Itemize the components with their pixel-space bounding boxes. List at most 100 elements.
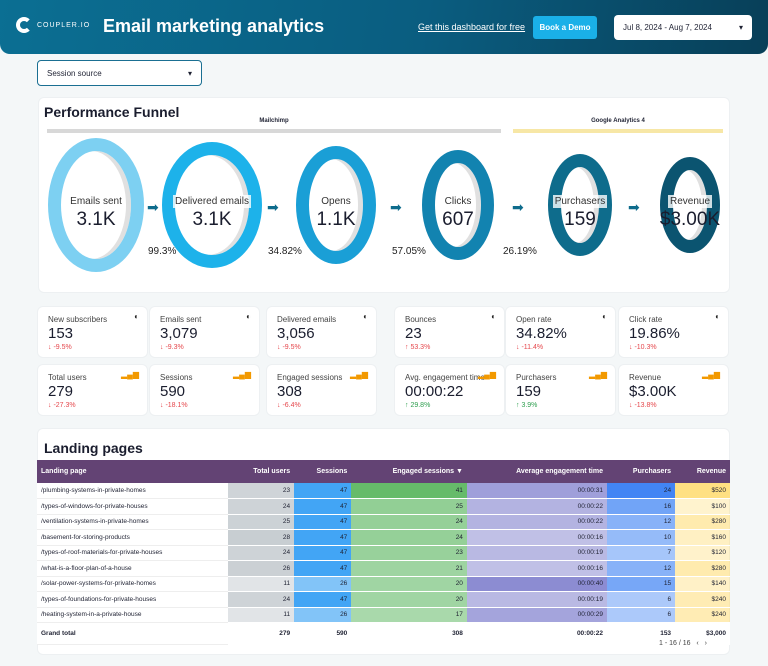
funnel-stage-value: 3.1K bbox=[76, 209, 116, 230]
google-analytics-icon: ▂▄▆ bbox=[233, 370, 251, 379]
table-cell: 47 bbox=[294, 560, 352, 577]
kpi-delta-value: 53.3% bbox=[410, 344, 431, 351]
table-cell: 00:00:40 bbox=[466, 576, 607, 592]
kpi-value: 279 bbox=[48, 383, 74, 400]
table-cell: /types-of-foundations-for-private-houses bbox=[37, 591, 228, 608]
ga4-label: Google Analytics 4 bbox=[591, 118, 645, 124]
arrow-down-icon: ↓ bbox=[48, 344, 54, 351]
table-cell: 24 bbox=[227, 545, 295, 561]
kpi-delta: ↓ -18.1% bbox=[160, 402, 249, 409]
table-cell: 10 bbox=[606, 529, 676, 546]
kpi-value: 308 bbox=[277, 383, 303, 400]
table-row[interactable]: /what-is-a-floor-plan-of-a-house 26 47 21 00… bbox=[37, 560, 730, 577]
ga4-bar bbox=[513, 129, 723, 133]
kpi-value: 34.82% bbox=[516, 325, 567, 342]
table-row[interactable]: /heating-system-in-a-private-house 11 26 17… bbox=[37, 607, 730, 623]
table-cell: 47 bbox=[294, 529, 352, 546]
table-cell: 47 bbox=[294, 591, 352, 608]
next-page-button[interactable]: › bbox=[704, 640, 707, 647]
table-row[interactable]: /plumbing-systems-in-private-homes 23 47 41… bbox=[37, 483, 730, 499]
funnel-stage-value: 159 bbox=[564, 209, 596, 230]
table-cell: 26 bbox=[294, 607, 352, 623]
column-header[interactable]: Engaged sessions ▼ bbox=[351, 460, 467, 483]
table-cell: $280 bbox=[675, 514, 730, 530]
session-source-dropdown[interactable]: Session source ▾ bbox=[37, 60, 202, 86]
table-cell: 11 bbox=[227, 607, 295, 623]
prev-page-button[interactable]: ‹ bbox=[696, 640, 699, 647]
table-cell: /types-of-windows-for-private-houses bbox=[37, 498, 228, 515]
table-cell: 7 bbox=[606, 545, 676, 561]
kpi-card: ▂▄▆ Total users 279 ↓ -27.3% bbox=[37, 364, 148, 416]
table-cell: 17 bbox=[351, 607, 467, 623]
funnel-stage-value: 1.1K bbox=[316, 209, 356, 230]
table-cell: 24 bbox=[606, 483, 676, 499]
book-demo-button[interactable]: Book a Demo bbox=[533, 16, 597, 39]
table-cell: 25 bbox=[227, 514, 295, 530]
funnel-stage-label: Emails sent bbox=[68, 195, 124, 208]
kpi-card: ▂▄▆ Revenue $3.00K ↓ -13.8% bbox=[618, 364, 729, 416]
kpi-label: Delivered emails bbox=[277, 315, 337, 324]
column-header[interactable]: Total users bbox=[227, 460, 295, 483]
table-cell: 00:00:16 bbox=[466, 529, 607, 546]
page-title: Email marketing analytics bbox=[103, 16, 325, 36]
kpi-card: ▂▄▆ Engaged sessions 308 ↓ -6.4% bbox=[266, 364, 377, 416]
table-cell: 26 bbox=[294, 576, 352, 592]
kpi-card: ◐ Open rate 34.82% ↓ -11.4% bbox=[505, 306, 616, 358]
table-cell: /types-of-roof-materials-for-private-hou… bbox=[37, 545, 228, 561]
table-cell: 25 bbox=[351, 498, 467, 515]
funnel-stage-label: Delivered emails bbox=[173, 195, 251, 208]
table-cell: 20 bbox=[351, 591, 467, 608]
kpi-delta-value: 3.9% bbox=[521, 402, 538, 409]
kpi-delta-value: 29.8% bbox=[410, 402, 431, 409]
kpi-card: ◐ New subscribers 153 ↓ -9.5% bbox=[37, 306, 148, 358]
column-header[interactable]: Average engagement time bbox=[466, 460, 607, 483]
conversion-rate: 57.05% bbox=[392, 246, 426, 257]
kpi-delta: ↓ -9.3% bbox=[160, 344, 249, 351]
table-cell: 47 bbox=[294, 498, 352, 515]
column-header[interactable]: Landing page bbox=[37, 460, 228, 483]
table-row[interactable]: /basement-for-storing-products 28 47 24 00:0… bbox=[37, 529, 730, 546]
google-analytics-icon: ▂▄▆ bbox=[121, 370, 139, 379]
funnel-title: Performance Funnel bbox=[44, 104, 180, 120]
table-row[interactable]: /types-of-windows-for-private-houses 24 47… bbox=[37, 498, 730, 515]
table-cell: 00:00:19 bbox=[466, 591, 607, 608]
funnel-stage-label: Clicks bbox=[442, 195, 474, 208]
column-header[interactable]: Purchasers bbox=[606, 460, 676, 483]
kpi-delta: ↑ 53.3% bbox=[405, 344, 494, 351]
table-row[interactable]: /types-of-foundations-for-private-houses… bbox=[37, 591, 730, 608]
arrow-down-icon: ↓ bbox=[160, 344, 166, 351]
funnel-stage-value: $3.00K bbox=[659, 209, 721, 230]
table-cell: 47 bbox=[294, 514, 352, 530]
column-header[interactable]: Sessions bbox=[294, 460, 352, 483]
table-cell: $240 bbox=[675, 607, 730, 623]
coupler-logo[interactable]: COUPLER.IO bbox=[16, 17, 90, 33]
date-range-picker[interactable]: Jul 8, 2024 - Aug 7, 2024 ▾ bbox=[614, 15, 752, 40]
kpi-card: ◐ Click rate 19.86% ↓ -10.3% bbox=[618, 306, 729, 358]
kpi-delta: ↓ -6.4% bbox=[277, 402, 366, 409]
funnel-stage: Purchasers 159 bbox=[525, 191, 635, 231]
column-header[interactable]: Revenue bbox=[675, 460, 730, 483]
table-row[interactable]: /types-of-roof-materials-for-private-hou… bbox=[37, 545, 730, 561]
table-cell: 00:00:22 bbox=[466, 498, 607, 515]
table-cell: /what-is-a-floor-plan-of-a-house bbox=[37, 560, 228, 577]
total-cell: 590 bbox=[294, 622, 352, 645]
table-row[interactable]: /solar-power-systems-for-private-homes 11… bbox=[37, 576, 730, 592]
table-cell: 16 bbox=[606, 498, 676, 515]
table-row[interactable]: /ventilation-systems-in-private-homes 25 4… bbox=[37, 514, 730, 530]
table-cell: 11 bbox=[227, 576, 295, 592]
session-source-label: Session source bbox=[47, 69, 102, 78]
funnel-stage: Clicks 607 bbox=[403, 191, 513, 231]
arrow-up-icon: ↑ bbox=[405, 402, 411, 409]
kpi-delta: ↓ -9.5% bbox=[48, 344, 137, 351]
table-cell: 47 bbox=[294, 483, 352, 499]
kpi-value: 3,056 bbox=[277, 325, 315, 342]
arrow-up-icon: ↑ bbox=[516, 402, 522, 409]
kpi-value: 19.86% bbox=[629, 325, 680, 342]
total-cell: 00:00:22 bbox=[466, 622, 607, 645]
table-cell: $240 bbox=[675, 591, 730, 608]
kpi-label: Bounces bbox=[405, 315, 437, 324]
get-dashboard-link[interactable]: Get this dashboard for free bbox=[418, 22, 526, 32]
kpi-delta-value: -9.5% bbox=[282, 344, 301, 351]
arrow-down-icon: ↓ bbox=[48, 402, 54, 409]
funnel-stage-value: 3.1K bbox=[192, 209, 232, 230]
